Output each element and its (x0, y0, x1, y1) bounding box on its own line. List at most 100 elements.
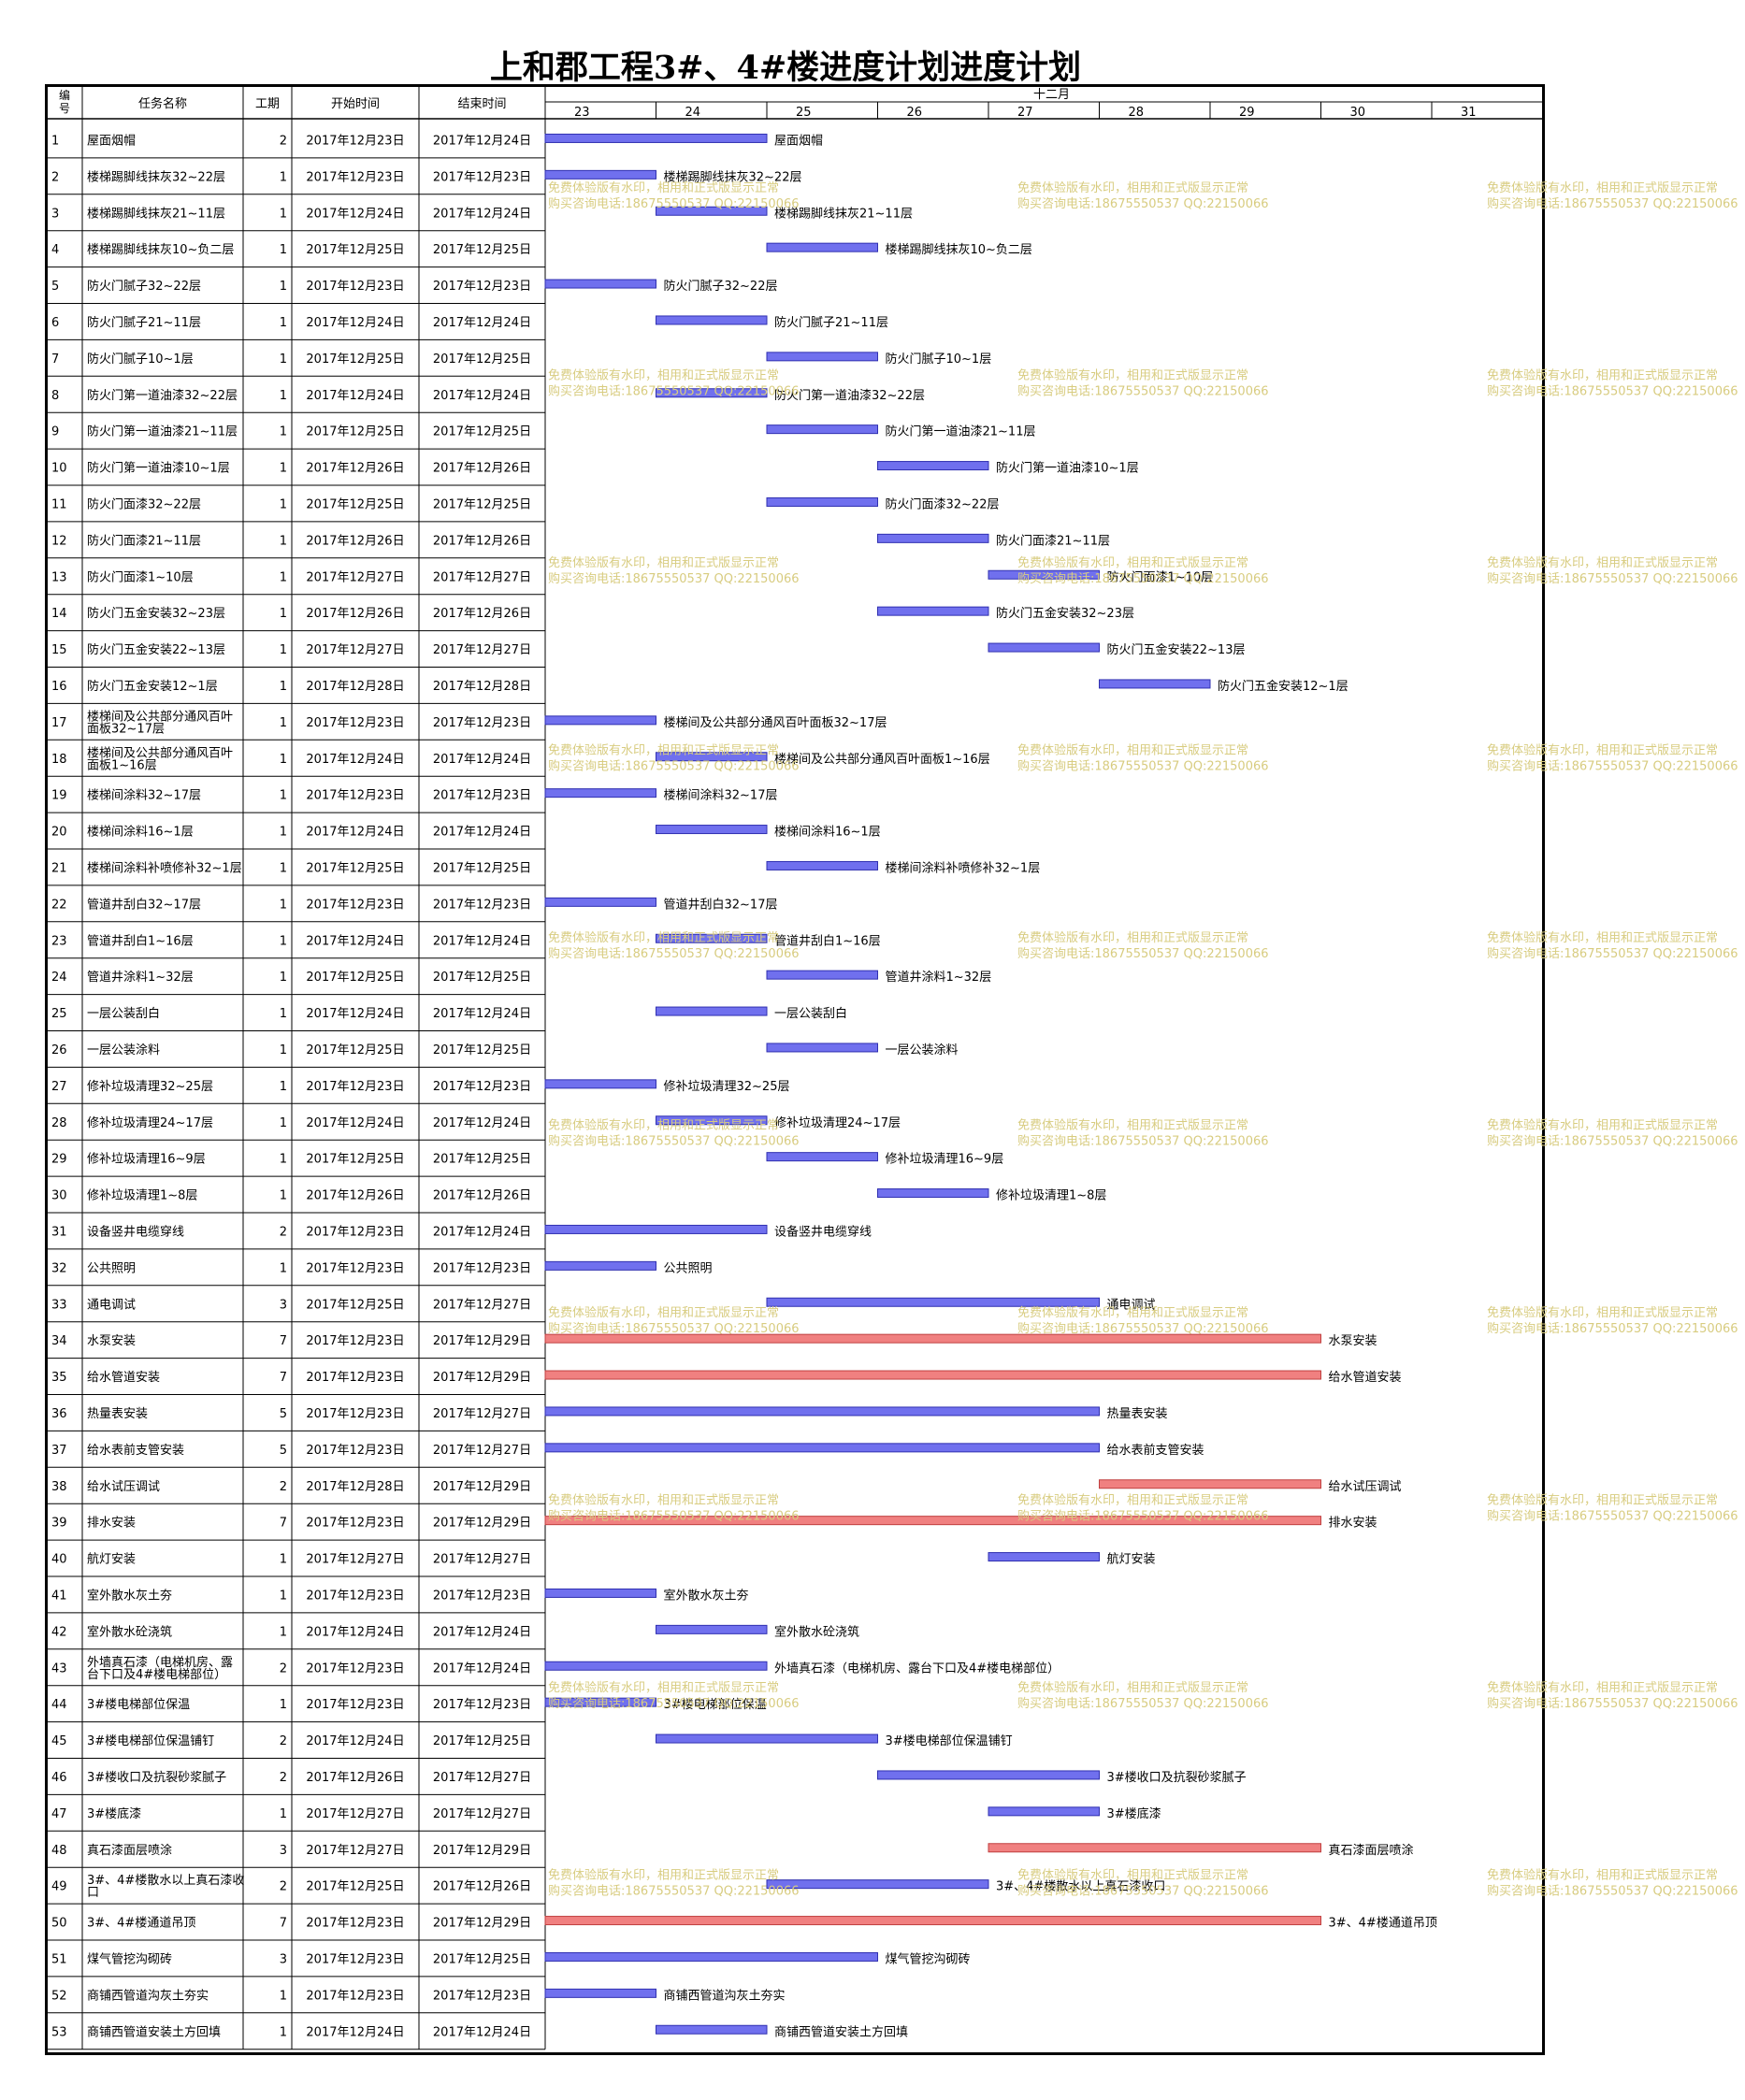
task-name: 一层公装涂料 (87, 1043, 160, 1057)
task-name: 屋面烟帽 (87, 133, 136, 148)
task-end: 2017年12月24日 (433, 826, 531, 840)
task-name: 修补垃圾清理16~9层 (87, 1153, 206, 1167)
task-start: 2017年12月23日 (306, 280, 404, 294)
task-bar (988, 642, 1100, 653)
task-id: 13 (51, 570, 67, 584)
task-end: 2017年12月23日 (433, 1698, 531, 1712)
task-duration: 2 (280, 1661, 287, 1676)
task-start: 2017年12月27日 (306, 570, 404, 584)
task-id: 12 (51, 534, 67, 548)
task-name: 修补垃圾清理32~25层 (87, 1080, 213, 1094)
task-duration: 3 (280, 1952, 287, 1966)
task-bar (544, 897, 656, 907)
task-duration: 3 (280, 1298, 287, 1312)
task-bar-label: 修补垃圾清理16~9层 (886, 1153, 1004, 1167)
task-end: 2017年12月27日 (433, 1444, 531, 1458)
task-name: 修补垃圾清理1~8层 (87, 1189, 197, 1203)
task-duration: 1 (280, 607, 287, 621)
task-end: 2017年12月25日 (433, 971, 531, 985)
task-start: 2017年12月24日 (306, 1116, 404, 1130)
task-bar-label: 3#楼底漆 (1107, 1806, 1161, 1821)
task-start: 2017年12月25日 (306, 243, 404, 257)
task-bar (877, 1188, 989, 1199)
task-end: 2017年12月25日 (433, 1153, 531, 1167)
task-duration: 1 (280, 643, 287, 657)
task-start: 2017年12月23日 (306, 898, 404, 912)
task-id: 37 (51, 1444, 67, 1458)
task-bar-label: 管道井涂料1~32层 (886, 970, 992, 985)
task-start: 2017年12月26日 (306, 1771, 404, 1785)
task-end: 2017年12月26日 (433, 534, 531, 548)
task-name: 防火门第一道油漆10~1层 (87, 461, 230, 476)
task-end: 2017年12月27日 (433, 1553, 531, 1567)
task-start: 2017年12月25日 (306, 1880, 404, 1894)
task-end: 2017年12月27日 (433, 1298, 531, 1312)
task-bar (656, 752, 768, 762)
watermark-line: 购买咨询电话:18675550537 QQ:22150066 (1487, 946, 1738, 961)
task-bar-label: 楼梯间及公共部分通风百叶面板32~17层 (664, 716, 887, 730)
day-tick-label: 23 (574, 106, 590, 120)
task-id: 14 (51, 607, 67, 621)
task-start: 2017年12月25日 (306, 1153, 404, 1167)
task-bar-label: 煤气管挖沟砌砖 (886, 1951, 971, 1966)
task-id: 34 (51, 1334, 67, 1348)
header-id-label: 号 (59, 102, 70, 115)
task-bar-label: 管道井刮白32~17层 (664, 897, 778, 912)
task-name: 防火门五金安装32~23层 (87, 606, 225, 621)
watermark-line: 购买咨询电话:18675550537 QQ:22150066 (548, 384, 800, 399)
watermark-line: 购买咨询电话:18675550537 QQ:22150066 (548, 946, 800, 961)
task-bar-label: 3#楼电梯部位保温铺钉 (886, 1734, 1013, 1748)
task-bar (766, 1879, 989, 1890)
day-tick-label: 27 (1017, 106, 1033, 120)
task-bar (988, 1806, 1100, 1817)
task-bar (766, 242, 878, 252)
task-name: 真石漆面层喷涂 (87, 1843, 172, 1858)
task-id: 39 (51, 1517, 67, 1531)
task-duration: 1 (280, 170, 287, 184)
task-end: 2017年12月25日 (433, 243, 531, 257)
day-tick-label: 24 (685, 106, 700, 120)
task-bar (544, 788, 656, 798)
watermark-line: 购买咨询电话:18675550537 QQ:22150066 (1487, 1134, 1738, 1149)
task-name: 楼梯间及公共部分通风百叶 (87, 710, 233, 724)
header-month-label: 十二月 (1033, 88, 1070, 102)
task-name: 商铺西管道安装土方回填 (87, 2024, 221, 2039)
task-name: 防火门第一道油漆32~22层 (87, 388, 238, 403)
task-bar-label: 管道井刮白1~16层 (774, 933, 881, 948)
task-bar-label: 楼梯间涂料16~1层 (774, 825, 881, 840)
task-id: 42 (51, 1625, 67, 1639)
task-end: 2017年12月29日 (433, 1371, 531, 1385)
watermark-line: 购买咨询电话:18675550537 QQ:22150066 (1017, 571, 1269, 586)
task-id: 27 (51, 1080, 67, 1094)
task-duration: 1 (280, 753, 287, 767)
watermark-line: 免费体验版有水印，相用和正式版显示正常 (548, 1680, 779, 1695)
task-start: 2017年12月25日 (306, 1298, 404, 1312)
task-start: 2017年12月25日 (306, 497, 404, 511)
task-name: 3#楼底漆 (87, 1806, 141, 1821)
task-end: 2017年12月26日 (433, 1880, 531, 1894)
watermark-line: 购买咨询电话:18675550537 QQ:22150066 (1017, 1696, 1269, 1711)
task-id: 30 (51, 1189, 67, 1203)
task-start: 2017年12月23日 (306, 1989, 404, 2003)
task-end: 2017年12月24日 (433, 316, 531, 330)
task-name: 室外散水灰土夯 (87, 1588, 172, 1603)
task-duration: 1 (280, 1989, 287, 2003)
watermark-line: 购买咨询电话:18675550537 QQ:22150066 (1017, 384, 1269, 399)
task-bar (766, 424, 878, 435)
task-start: 2017年12月23日 (306, 1334, 404, 1348)
task-start: 2017年12月23日 (306, 170, 404, 184)
task-name: 航灯安装 (87, 1552, 136, 1567)
task-id: 5 (51, 280, 59, 294)
task-duration: 1 (280, 1080, 287, 1094)
task-name: 防火门面漆1~10层 (87, 569, 194, 584)
task-name: 管道井刮白1~16层 (87, 933, 194, 948)
task-duration: 2 (280, 1771, 287, 1785)
task-name: 商铺西管道沟灰土夯实 (87, 1989, 209, 2003)
task-end: 2017年12月23日 (433, 280, 531, 294)
task-end: 2017年12月23日 (433, 1589, 531, 1603)
watermark-line: 免费体验版有水印，相用和正式版显示正常 (548, 368, 779, 383)
watermark-line: 免费体验版有水印，相用和正式版显示正常 (548, 1493, 779, 1508)
task-bar (544, 1370, 1321, 1380)
task-start: 2017年12月25日 (306, 352, 404, 367)
task-id: 8 (51, 389, 59, 403)
